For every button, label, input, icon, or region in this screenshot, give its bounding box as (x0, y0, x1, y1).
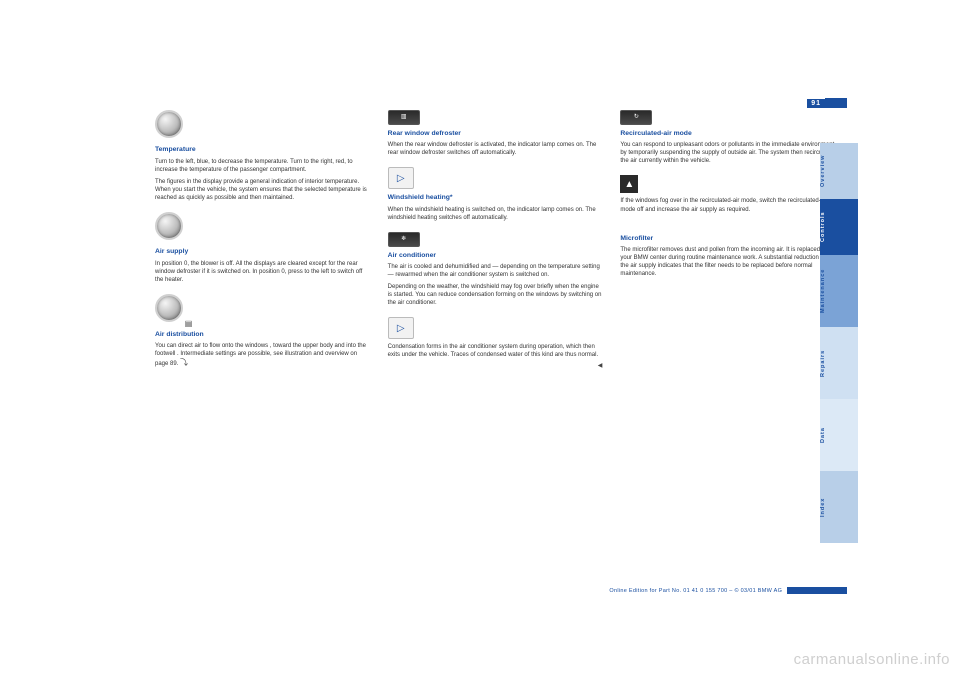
heading-microfilter: Microfilter (620, 234, 835, 243)
note-triangle-icon: ▷ (388, 317, 414, 339)
body-warning: If the windows fog over in the recircula… (620, 197, 835, 213)
page-number-box: 91 (807, 98, 847, 108)
section-warning: ▲ If the windows fog over in the recircu… (620, 175, 835, 223)
watermark: carmanualsonline.info (794, 651, 950, 668)
section-temperature: Temperature Turn to the left, blue, to d… (155, 110, 370, 202)
body-rear-defrost: When the rear window defroster is activa… (388, 141, 603, 157)
section-microfilter: Microfilter The microfilter removes dust… (620, 234, 835, 279)
section-air-supply: Air supply In position 0, the blower is … (155, 212, 370, 284)
column-3: ↻ Recirculated-air mode You can respond … (620, 110, 835, 590)
content-columns: Temperature Turn to the left, blue, to d… (155, 110, 835, 590)
body-recirc: You can respond to unpleasant odors or p… (620, 141, 835, 165)
rear-defrost-button-icon: ▥ (388, 110, 420, 125)
body-ac-1: The air is cooled and dehumidified and —… (388, 263, 603, 279)
footer-bar (787, 587, 847, 594)
body-air-distribution: You can direct air to flow onto the wind… (155, 342, 370, 369)
windshield-heat-button-icon: ▷ (388, 167, 414, 189)
heading-air-distribution: Air distribution (155, 330, 370, 339)
warning-end-marker: ◀ (620, 216, 835, 224)
manual-page: 91 Temperature Turn to the left, blue, t… (155, 110, 835, 590)
note-end-marker: ◀ (388, 362, 603, 370)
temperature-dial-icon (155, 110, 183, 138)
section-recirc: ↻ Recirculated-air mode You can respond … (620, 110, 835, 165)
section-air-distribution: ▤ Air distribution You can direct air to… (155, 294, 370, 369)
tab-repairs[interactable]: Repairs (820, 327, 858, 399)
tab-index[interactable]: Index (820, 471, 858, 543)
body-temperature-1: Turn to the left, blue, to decrease the … (155, 158, 370, 174)
section-windshield-heat: ▷ Windshield heating* When the windshiel… (388, 167, 603, 221)
section-ac-note: ▷ Condensation forms in the air conditio… (388, 317, 603, 369)
side-tabs: Overview Controls Maintenance Repairs Da… (820, 143, 858, 543)
tab-controls[interactable]: Controls (820, 199, 858, 255)
column-2: ▥ Rear window defroster When the rear wi… (388, 110, 603, 590)
tab-maintenance[interactable]: Maintenance (820, 255, 858, 327)
section-rear-defrost: ▥ Rear window defroster When the rear wi… (388, 110, 603, 157)
heading-temperature: Temperature (155, 145, 370, 154)
page-number: 91 (807, 99, 825, 108)
body-ac-2: Depending on the weather, the windshield… (388, 283, 603, 307)
section-air-conditioner: ❄ Air conditioner The air is cooled and … (388, 232, 603, 308)
body-microfilter: The microfilter removes dust and pollen … (620, 246, 835, 278)
warning-icon: ▲ (620, 175, 638, 193)
page-number-strip (825, 98, 847, 108)
body-temperature-2: The figures in the display provide a gen… (155, 178, 370, 202)
heading-rear-defrost: Rear window defroster (388, 129, 603, 138)
air-supply-dial-icon (155, 212, 183, 240)
body-air-supply: In position 0, the blower is off. All th… (155, 260, 370, 284)
tab-overview[interactable]: Overview (820, 143, 858, 199)
windshield-flow-icon: ▤ (185, 319, 193, 330)
body-ac-note: Condensation forms in the air conditione… (388, 343, 603, 359)
heading-air-supply: Air supply (155, 247, 370, 256)
footwell-flow-icon: ⤵ (180, 358, 188, 369)
footer-text: Online Edition for Part No. 01 41 0 155 … (609, 588, 782, 594)
heading-ac: Air conditioner (388, 251, 603, 260)
body-windshield-heat: When the windshield heating is switched … (388, 206, 603, 222)
air-distribution-dial-icon (155, 294, 183, 322)
column-1: Temperature Turn to the left, blue, to d… (155, 110, 370, 590)
recirc-button-icon: ↻ (620, 110, 652, 125)
heading-recirc: Recirculated-air mode (620, 129, 835, 138)
tab-data[interactable]: Data (820, 399, 858, 471)
page-footer: Online Edition for Part No. 01 41 0 155 … (609, 587, 847, 594)
ac-button-icon: ❄ (388, 232, 420, 247)
heading-windshield-heat: Windshield heating* (388, 193, 603, 202)
